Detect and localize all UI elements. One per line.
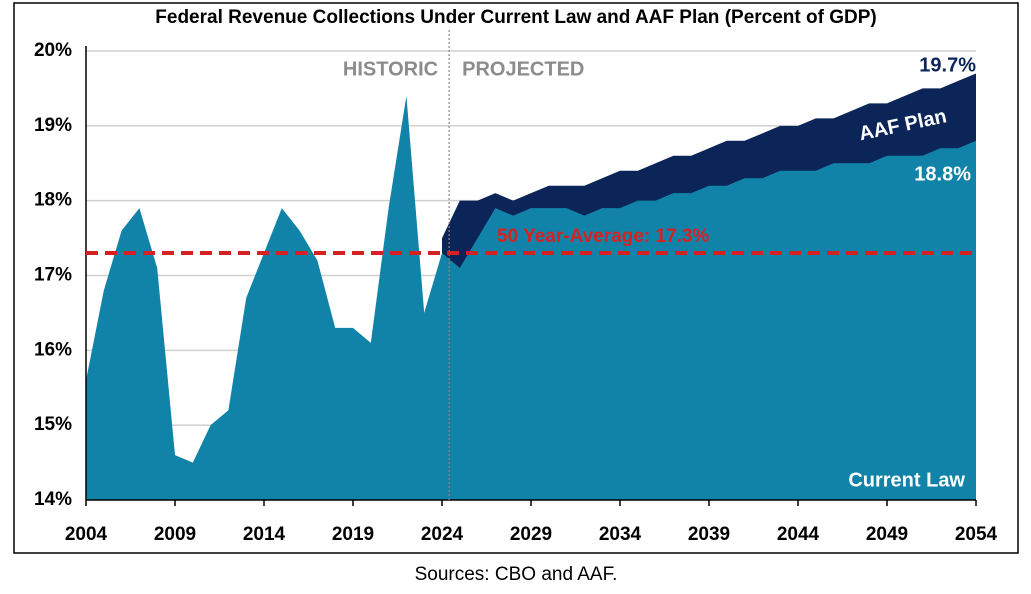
y-tick-label: 15% [34, 414, 72, 435]
x-tick-label: 2029 [510, 524, 552, 545]
x-tick-label: 2014 [243, 524, 286, 545]
frame [13, 2, 1019, 554]
area [86, 95, 976, 501]
y-tick-label: 14% [34, 489, 72, 510]
chart-title: Federal Revenue Collections Under Curren… [155, 7, 876, 28]
x-tick-label: 2034 [599, 524, 642, 545]
historic-label: HISTORIC [343, 58, 438, 80]
x-tick-label: 2044 [777, 524, 820, 545]
source: Sources: CBO and AAF. [415, 564, 618, 585]
x-tick-label: 2004 [65, 524, 108, 545]
x-tick-label: 2009 [154, 524, 196, 545]
projected-label: PROJECTED [462, 58, 584, 80]
x-tick-label: 2049 [866, 524, 908, 545]
y-tick-label: 16% [34, 339, 72, 360]
series-label: Current Law [848, 469, 965, 491]
x-tick-label: 2054 [955, 524, 998, 545]
average-label: 50 Year-Average: 17.3% [497, 226, 709, 247]
x-tick-label: 2019 [332, 524, 374, 545]
end-label: 19.7% [919, 54, 976, 76]
y-tick-label: 18% [34, 190, 72, 211]
x-tick-label: 2024 [421, 524, 464, 545]
y-tick-label: 19% [34, 115, 72, 136]
y-tick-label: 17% [34, 265, 72, 286]
end-label: 18.8% [914, 163, 971, 185]
y-tick-label: 20% [34, 40, 72, 61]
x-tick-label: 2039 [688, 524, 730, 545]
